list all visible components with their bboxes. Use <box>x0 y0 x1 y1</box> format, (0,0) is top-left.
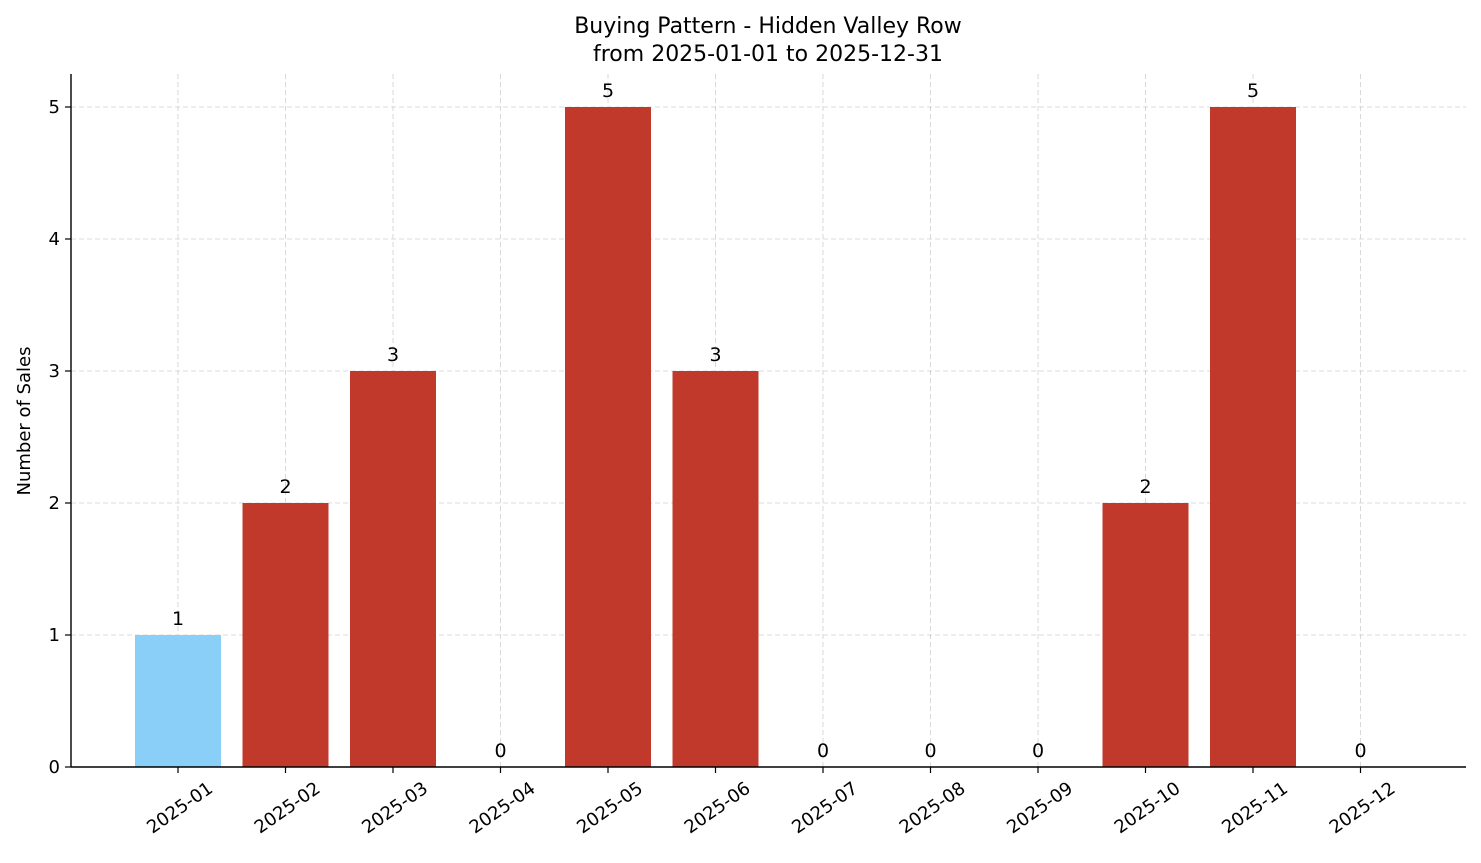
y-tick-label: 1 <box>49 625 60 646</box>
x-tick-label: 2025-05 <box>573 778 647 838</box>
x-tick-label: 2025-10 <box>1111 778 1185 838</box>
value-label-2025-05: 5 <box>602 80 614 102</box>
bar-2025-10 <box>1102 503 1189 767</box>
x-tick-label: 2025-11 <box>1218 778 1292 838</box>
axes <box>70 74 1466 768</box>
value-label-2025-02: 2 <box>279 476 291 498</box>
chart-subtitle: from 2025-01-01 to 2025-12-31 <box>593 42 943 67</box>
x-ticks: 2025-01 2025-02 2025-03 2025-04 2025-05 2025-… <box>143 767 1399 838</box>
bar-2025-05 <box>565 107 651 767</box>
x-tick-label: 2025-07 <box>788 778 862 838</box>
value-label-2025-01: 1 <box>172 608 184 630</box>
bar-value-labels: 1 2 3 0 5 3 0 0 0 2 5 0 <box>172 80 1367 762</box>
bar-2025-01 <box>135 635 221 767</box>
value-label-2025-06: 3 <box>709 344 721 366</box>
x-tick-label: 2025-03 <box>358 778 432 838</box>
y-tick-label: 0 <box>49 757 60 778</box>
x-tick-label: 2025-12 <box>1326 778 1400 838</box>
y-tick-label: 4 <box>49 229 60 250</box>
x-tick-label: 2025-09 <box>1003 778 1077 838</box>
value-label-2025-08: 0 <box>924 740 936 762</box>
bars <box>135 107 1296 767</box>
value-label-2025-07: 0 <box>817 740 829 762</box>
bar-2025-02 <box>242 503 329 767</box>
x-tick-label: 2025-04 <box>466 778 540 838</box>
bar-2025-06 <box>672 371 759 767</box>
bar-2025-03 <box>350 371 436 767</box>
bar-2025-11 <box>1210 107 1296 767</box>
x-tick-label: 2025-06 <box>681 778 755 838</box>
y-tick-label: 2 <box>49 493 60 514</box>
y-tick-label: 5 <box>49 97 60 118</box>
value-label-2025-12: 0 <box>1354 740 1366 762</box>
value-label-2025-10: 2 <box>1139 476 1151 498</box>
y-tick-label: 3 <box>49 361 60 382</box>
value-label-2025-09: 0 <box>1032 740 1044 762</box>
y-ticks: 0 1 2 3 4 5 <box>49 97 71 778</box>
value-label-2025-04: 0 <box>494 740 506 762</box>
value-label-2025-11: 5 <box>1247 80 1259 102</box>
x-tick-label: 2025-08 <box>896 778 970 838</box>
value-label-2025-03: 3 <box>387 344 399 366</box>
x-tick-label: 2025-01 <box>143 778 217 838</box>
chart-title: Buying Pattern - Hidden Valley Row <box>574 14 962 39</box>
y-axis-label: Number of Sales <box>14 346 35 495</box>
x-tick-label: 2025-02 <box>251 778 325 838</box>
